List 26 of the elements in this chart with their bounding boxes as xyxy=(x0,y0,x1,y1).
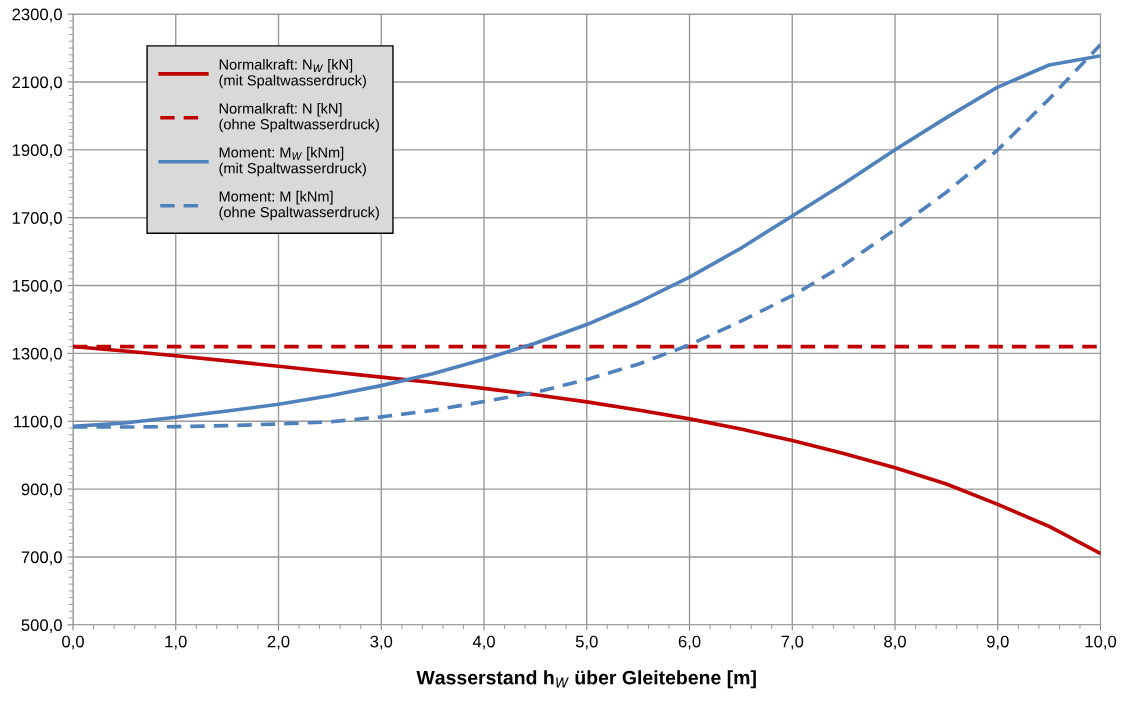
x-tick-label: 4,0 xyxy=(472,635,495,650)
y-tick-label: 2100,0 xyxy=(12,76,62,91)
x-tick-label: 7,0 xyxy=(781,635,804,650)
x-tick-label: 3,0 xyxy=(370,635,393,650)
y-tick-label: 500,0 xyxy=(21,619,62,633)
x-tick-label: 8,0 xyxy=(884,635,906,650)
y-tick-label: 2300,0 xyxy=(12,8,62,23)
x-tick-label: 6,0 xyxy=(678,635,701,650)
y-tick-label: 1100,0 xyxy=(14,415,62,430)
y-tick-label: 1300,0 xyxy=(12,347,62,362)
y-tick-label: 900,0 xyxy=(21,483,62,498)
x-tick-label: 5,0 xyxy=(575,635,598,650)
legend-label: Normalkraft: N$_{W}$ [kN] (mit Spaltwasserdruck) xyxy=(219,58,366,89)
legend-label: Moment: M [kNm] (ohne Spaltwasserdruck) xyxy=(219,190,379,221)
x-tick-label: 9,0 xyxy=(986,635,1009,650)
legend-label: Moment: M$_{W}$ [kNm] (mit Spaltwasserdruck) xyxy=(219,146,366,177)
x-tick-label: 10,0 xyxy=(1085,635,1117,650)
x-tick-label: 1,0 xyxy=(165,635,187,650)
y-tick-label: 1900,0 xyxy=(12,144,62,158)
x-tick-label: 2,0 xyxy=(267,635,290,650)
y-tick-label: 1700,0 xyxy=(12,212,62,226)
legend-label: Normalkraft: N [kN] (ohne Spaltwasserdruck) xyxy=(219,102,379,133)
y-tick-label: 700,0 xyxy=(21,551,62,566)
y-tick-label: 1500,0 xyxy=(12,279,62,294)
x-axis-title: Wasserstand h$_{W}$ über Gleitebene [m] xyxy=(416,670,756,689)
x-tick-label: 0,0 xyxy=(62,635,84,650)
